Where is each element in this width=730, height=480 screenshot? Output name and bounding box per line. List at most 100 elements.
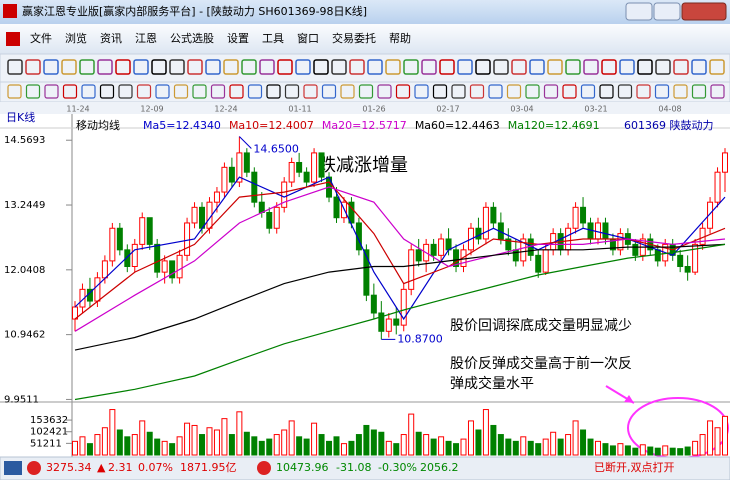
toolbar-button[interactable] [511,59,527,75]
toolbar-button[interactable] [529,59,545,75]
legend-entry: Ma20=12.5717 [322,119,407,132]
volume-bar [475,429,482,456]
toolbar-button[interactable] [62,84,78,99]
toolbar-button[interactable] [543,84,559,99]
menu-item[interactable]: 设置 [227,32,249,45]
toolbar-button[interactable] [210,84,226,99]
toolbar-button[interactable] [155,84,170,99]
menu-item[interactable]: 交易委托 [332,31,376,45]
toolbar-button[interactable] [709,59,725,75]
title-bar [0,0,730,24]
toolbar-button[interactable] [241,59,257,75]
menu-item[interactable]: 公式选股 [170,32,214,45]
toolbar-button[interactable] [439,59,455,75]
toolbar-button[interactable] [247,84,263,99]
toolbar-button[interactable] [583,59,599,75]
toolbar-button[interactable] [655,59,671,75]
volume-bar [236,411,243,456]
toolbar-button[interactable] [475,59,491,75]
toolbar-button[interactable] [710,84,725,99]
toolbar-button[interactable] [636,84,651,99]
toolbar-button[interactable] [457,59,473,75]
toolbar-button[interactable] [562,84,577,99]
toolbar-button[interactable] [358,84,374,99]
toolbar-button[interactable] [61,59,77,75]
toolbar-button[interactable] [303,84,318,99]
toolbar-button[interactable] [367,59,383,75]
toolbar-button[interactable] [619,59,635,75]
menu-item[interactable]: 资讯 [100,32,122,45]
toolbar-button[interactable] [377,84,392,99]
toolbar-button[interactable] [118,84,133,99]
toolbar-button[interactable] [25,84,41,99]
toolbar-button[interactable] [580,84,596,99]
toolbar-button[interactable] [395,84,411,99]
toolbar-button[interactable] [654,84,670,99]
toolbar-button[interactable] [432,84,448,99]
toolbar-button[interactable] [223,59,239,75]
toolbar-button[interactable] [229,84,244,99]
toolbar-button[interactable] [506,84,522,99]
toolbar-button[interactable] [321,84,337,99]
toolbar-button[interactable] [525,84,540,99]
toolbar-button[interactable] [385,59,401,75]
toolbar-button[interactable] [79,59,95,75]
toolbar-button[interactable] [192,84,207,99]
toolbar-button[interactable] [133,59,149,75]
toolbar-button[interactable] [97,59,113,75]
toolbar-button[interactable] [493,59,509,75]
minimize-button[interactable] [625,2,653,21]
toolbar-button[interactable] [187,59,203,75]
toolbar-button[interactable] [469,84,485,99]
toolbar-button[interactable] [205,59,221,75]
menu-item[interactable]: 窗口 [297,31,319,45]
toolbar-button[interactable] [691,59,707,75]
toolbar-button[interactable] [673,59,689,75]
toolbar-button[interactable] [451,84,466,99]
volume-bar [647,446,654,456]
toolbar-button[interactable] [295,59,311,75]
toolbar-button[interactable] [99,84,115,99]
toolbar-button[interactable] [601,59,617,75]
toolbar-button[interactable] [421,59,437,75]
toolbar-button[interactable] [547,59,563,75]
toolbar-button[interactable] [266,84,281,99]
toolbar-button[interactable] [403,59,419,75]
toolbar-button[interactable] [7,59,23,75]
toolbar-button[interactable] [277,59,293,75]
toolbar-button[interactable] [259,59,275,75]
menu-item[interactable]: 帮助 [389,31,411,45]
menu-item[interactable]: 工具 [262,32,284,45]
toolbar-button[interactable] [151,59,167,75]
menu-item[interactable]: 江恩 [135,32,157,45]
toolbar-button[interactable] [115,59,131,75]
toolbar-button[interactable] [43,59,59,75]
toolbar-button[interactable] [673,84,688,99]
toolbar-button[interactable] [414,84,429,99]
toolbar-button[interactable] [691,84,707,99]
toolbar-button[interactable] [617,84,633,99]
candle-body [109,227,116,262]
toolbar-button[interactable] [173,84,189,99]
toolbar-button[interactable] [81,84,96,99]
toolbar-button[interactable] [284,84,300,99]
toolbar-button[interactable] [169,59,185,75]
toolbar-button[interactable] [313,59,329,75]
toolbar-button[interactable] [349,59,365,75]
toolbar-button[interactable] [136,84,152,99]
toolbar-button[interactable] [7,84,22,99]
toolbar-button[interactable] [340,84,355,99]
menu-item[interactable]: 文件 [30,31,52,45]
toolbar-button[interactable] [599,84,614,99]
volume-bar [363,424,370,456]
toolbar-button[interactable] [331,59,347,75]
toolbar-button[interactable] [565,59,581,75]
connection-status[interactable]: 已断开,双点打开 [594,460,675,474]
menu-item[interactable]: 浏览 [65,31,87,45]
toolbar-button[interactable] [44,84,59,99]
maximize-button[interactable] [653,2,681,21]
toolbar-button[interactable] [488,84,503,99]
close-button[interactable] [681,2,727,21]
toolbar-button[interactable] [25,59,41,75]
toolbar-button[interactable] [637,59,653,75]
